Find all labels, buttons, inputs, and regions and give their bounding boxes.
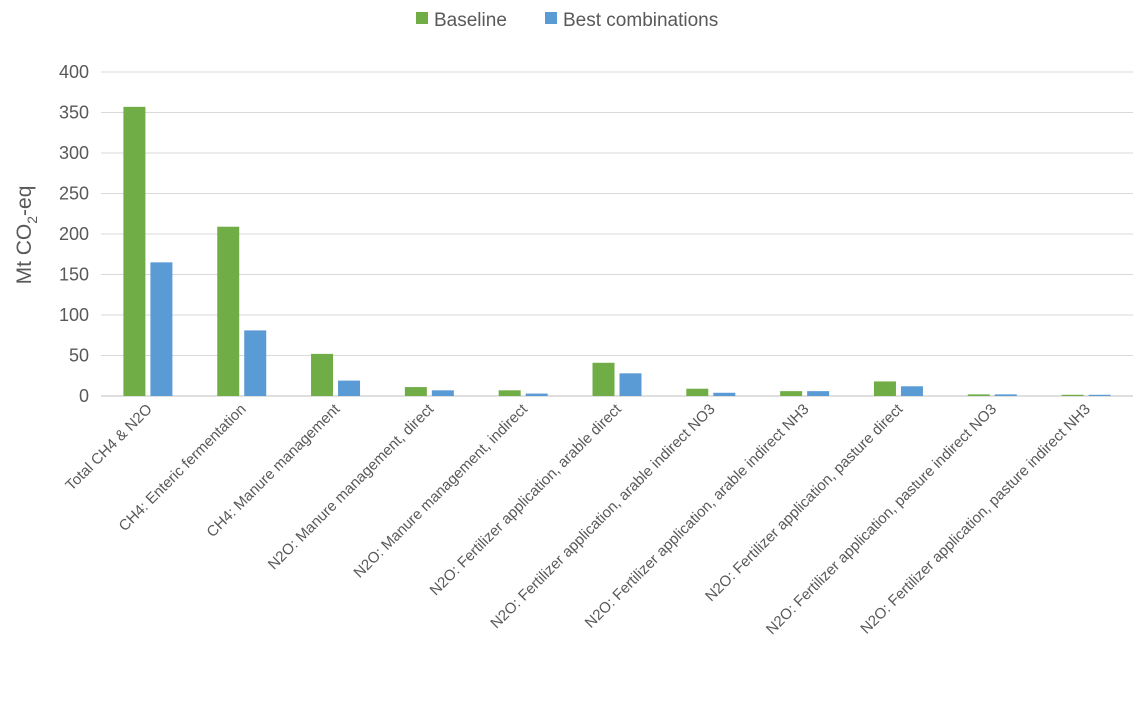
- bar-best-combinations: [244, 330, 267, 396]
- bar-best-combinations: [150, 262, 173, 396]
- bar-baseline: [1061, 394, 1084, 396]
- y-tick-label: 200: [59, 224, 89, 244]
- y-tick-label: 150: [59, 265, 89, 285]
- bar-baseline: [780, 391, 803, 396]
- bar-best-combinations: [525, 393, 548, 396]
- bar-best-combinations: [431, 390, 454, 396]
- bar-baseline: [498, 390, 521, 396]
- bar-best-combinations: [807, 391, 830, 396]
- bar-baseline: [686, 388, 709, 396]
- bar-baseline: [592, 362, 615, 396]
- x-tick-label: N2O: Fertilizer application, pasture dir…: [702, 400, 907, 605]
- bar-baseline: [404, 387, 427, 396]
- legend-swatch-baseline: [416, 12, 428, 24]
- y-axis-label: Mt CO2-eq: [13, 186, 40, 285]
- bar-best-combinations: [619, 373, 642, 396]
- bars: [123, 106, 1111, 396]
- bar-baseline: [967, 394, 990, 396]
- y-axis-ticks: 0 50 100 150 200 250 300 350 400: [59, 62, 89, 406]
- y-tick-label: 0: [79, 386, 89, 406]
- x-tick-label: Total CH4 & N2O: [62, 401, 155, 494]
- bar-best-combinations: [338, 380, 361, 396]
- y-tick-label: 100: [59, 305, 89, 325]
- legend-label-best-combinations: Best combinations: [563, 10, 718, 31]
- y-tick-label: 350: [59, 103, 89, 123]
- y-tick-label: 250: [59, 184, 89, 204]
- bar-best-combinations: [900, 386, 923, 396]
- bar-baseline: [311, 353, 334, 396]
- bar-baseline: [873, 381, 896, 396]
- y-tick-label: 300: [59, 143, 89, 163]
- x-tick-label: N2O: Manure management, direct: [265, 400, 438, 573]
- bar-best-combinations: [713, 392, 736, 396]
- y-tick-label: 50: [69, 346, 89, 366]
- y-tick-label: 400: [59, 62, 89, 82]
- legend-swatch-best-combinations: [545, 12, 557, 24]
- legend-label-baseline: Baseline: [434, 10, 507, 31]
- legend: Baseline Best combinations: [416, 10, 718, 31]
- x-tick-label: N2O: Manure management, indirect: [350, 400, 531, 581]
- x-tick-label: N2O: Fertilizer application, arable dire…: [427, 400, 626, 599]
- gridlines: [101, 71, 1133, 397]
- bar-baseline: [217, 226, 240, 396]
- bar-best-combinations: [1088, 394, 1111, 396]
- bar-baseline: [123, 106, 146, 396]
- bar-best-combinations: [994, 394, 1017, 396]
